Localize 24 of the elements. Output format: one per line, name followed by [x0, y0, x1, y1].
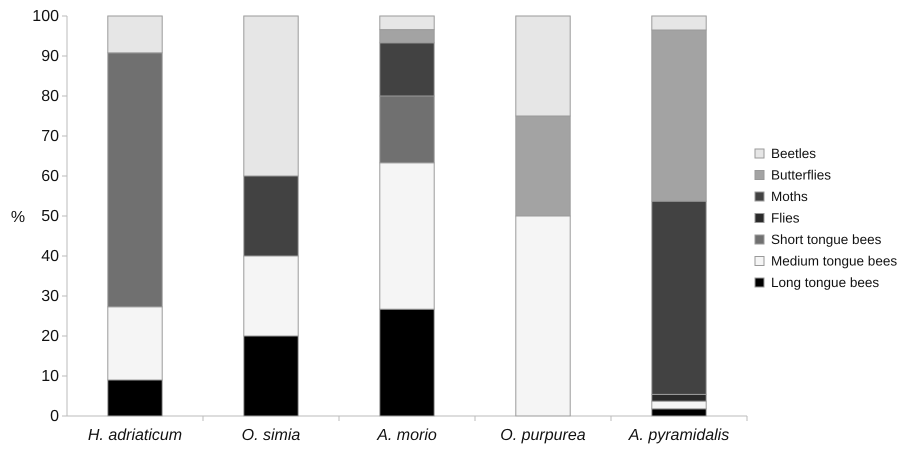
legend-label: Medium tongue bees [771, 254, 898, 268]
y-tick-label: 80 [41, 88, 60, 106]
legend-label: Flies [771, 210, 800, 226]
x-tick-label: A. pyramidalis [628, 427, 730, 444]
legend-label: Butterflies [771, 168, 832, 182]
y-tick-label: 30 [41, 288, 60, 306]
legend-label: Beetles [771, 146, 816, 161]
legend-label: Moths [771, 189, 808, 204]
legend-label: Short tongue bees [771, 232, 882, 247]
y-axis-title: % [10, 209, 26, 226]
y-tick-label: 70 [41, 128, 60, 146]
legend-label: Long tongue bees [771, 275, 880, 290]
y-tick-label: 10 [41, 368, 60, 386]
y-tick-label: 50 [41, 208, 60, 226]
y-tick-label: 60 [41, 168, 60, 186]
y-tick-label: 90 [41, 48, 60, 66]
y-tick-label: 20 [41, 328, 60, 346]
x-tick-label: O. purpurea [500, 427, 586, 444]
y-tick-label: 0 [50, 408, 60, 426]
x-tick-label: A. morio [376, 427, 437, 444]
y-tick-label: 40 [41, 248, 60, 266]
x-tick-label: H. adriaticum [88, 427, 182, 444]
x-tick-label: O. simia [242, 427, 300, 444]
y-tick-label: 100 [32, 8, 60, 26]
